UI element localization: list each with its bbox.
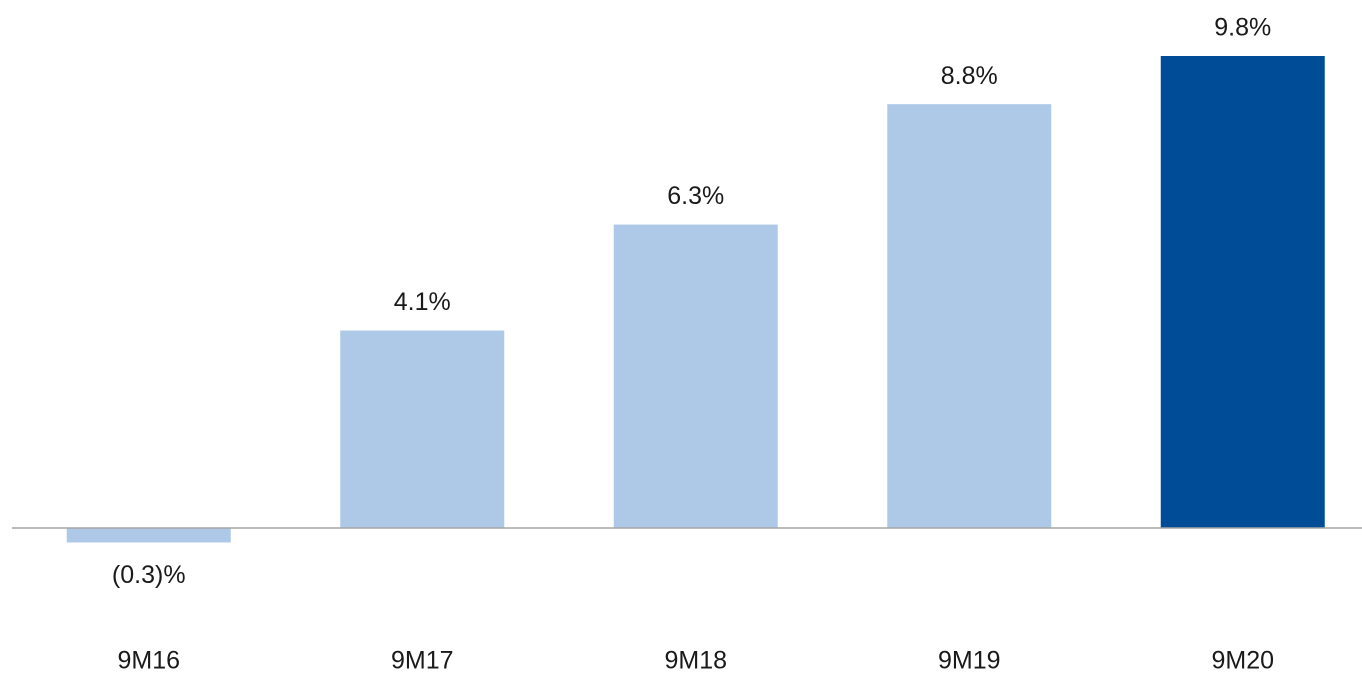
x-tick-label: 9M19 xyxy=(938,647,1001,675)
value-label: 8.8% xyxy=(941,62,998,90)
value-label: 9.8% xyxy=(1214,14,1271,42)
x-tick-label: 9M20 xyxy=(1211,647,1274,675)
bar xyxy=(887,104,1052,528)
bar xyxy=(1160,56,1325,528)
value-label: 6.3% xyxy=(667,182,724,210)
value-label: (0.3)% xyxy=(112,561,186,589)
x-tick-label: 9M16 xyxy=(117,647,180,675)
value-label: 4.1% xyxy=(394,288,451,316)
bar xyxy=(613,224,778,529)
x-tick-label: 9M18 xyxy=(664,647,727,675)
bar xyxy=(66,528,231,543)
x-tick-label: 9M17 xyxy=(391,647,454,675)
bar xyxy=(340,330,505,528)
